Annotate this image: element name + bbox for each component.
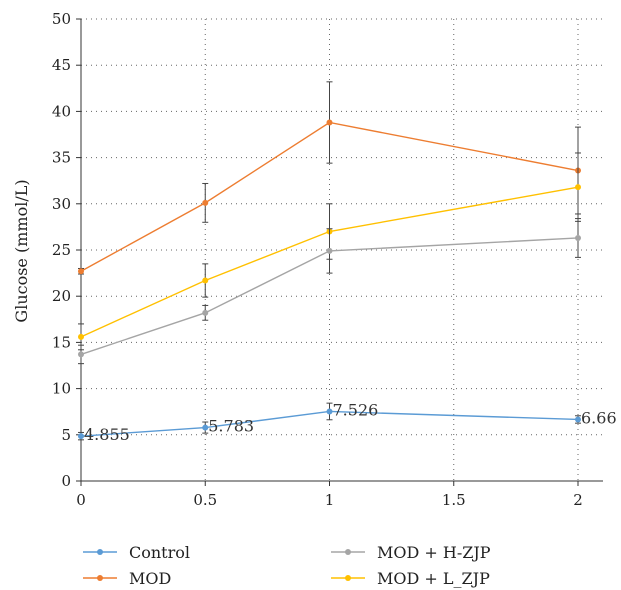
- legend: Control MOD MOD + H-ZJP MOD + L_ZJP: [83, 543, 491, 588]
- data-point-3-0: [78, 333, 84, 340]
- legend-item-2: MOD + H-ZJP: [331, 543, 491, 562]
- series-0: 4.855 5.783 7.526 6.66: [78, 400, 617, 444]
- x-axis-ticks: 0 0.5 1 1.5 2: [76, 481, 583, 509]
- data-point-2-1: [202, 309, 209, 316]
- data-point-3-1: [202, 277, 209, 284]
- y-tick-label-50: 50: [52, 10, 71, 28]
- grid-lines: [81, 18, 603, 481]
- series-line-1: [80, 121, 579, 272]
- y-tick-label-15: 15: [52, 333, 71, 351]
- x-tick-label-1: 0.5: [193, 491, 217, 509]
- y-tick-label-30: 30: [52, 195, 71, 213]
- legend-label: MOD + L_ZJP: [377, 569, 490, 588]
- data-label-0-1: 5.783: [208, 417, 254, 436]
- series-2: [78, 218, 581, 365]
- y-tick-label-0: 0: [61, 472, 71, 490]
- x-tick-label-4: 2: [573, 491, 583, 509]
- y-axis-ticks: 0 5 10 15 20 25 30 35 40 45 50: [52, 10, 81, 490]
- legend-swatch-marker: [345, 575, 351, 581]
- series-line-2: [80, 237, 579, 356]
- data-point-2-0: [78, 351, 84, 358]
- y-tick-label-40: 40: [52, 102, 71, 120]
- y-axis-title: Glucose (mmol/L): [12, 179, 31, 322]
- data-point-1-2: [326, 119, 333, 126]
- x-tick-label-2: 1: [325, 491, 335, 509]
- legend-label: Control: [129, 543, 190, 562]
- data-point-2-3: [575, 234, 581, 241]
- data-label-0-3: 6.66: [581, 408, 617, 427]
- legend-item-0: Control: [83, 543, 190, 562]
- y-tick-label-45: 45: [52, 56, 71, 74]
- x-tick-label-0: 0: [76, 491, 86, 509]
- series-line-0: [80, 410, 579, 437]
- data-label-0-0: 4.855: [84, 425, 130, 444]
- y-tick-label-5: 5: [61, 426, 71, 444]
- legend-item-1: MOD: [83, 569, 171, 588]
- y-tick-label-25: 25: [52, 241, 71, 259]
- data-point-0-2: [326, 408, 333, 415]
- legend-swatch-marker: [345, 549, 351, 555]
- data-point-1-1: [202, 199, 209, 206]
- legend-swatch-marker: [97, 575, 103, 581]
- series-line-3: [80, 186, 579, 338]
- data-point-0-0: [78, 433, 84, 440]
- data-point-2-2: [326, 247, 333, 254]
- y-tick-label-20: 20: [52, 287, 71, 305]
- y-tick-label-10: 10: [52, 380, 71, 398]
- y-tick-label-35: 35: [52, 149, 71, 167]
- x-tick-label-3: 1.5: [442, 491, 466, 509]
- legend-label: MOD: [129, 569, 171, 588]
- legend-label: MOD + H-ZJP: [377, 543, 491, 562]
- data-point-1-0: [78, 268, 84, 275]
- data-point-3-3: [575, 184, 581, 191]
- data-label-0-2: 7.526: [333, 400, 379, 419]
- legend-item-3: MOD + L_ZJP: [331, 569, 490, 588]
- data-point-0-3: [575, 416, 581, 423]
- series-group: 4.855 5.783 7.526 6.66: [78, 81, 617, 444]
- legend-swatch-marker: [97, 549, 103, 555]
- data-point-0-1: [202, 424, 209, 431]
